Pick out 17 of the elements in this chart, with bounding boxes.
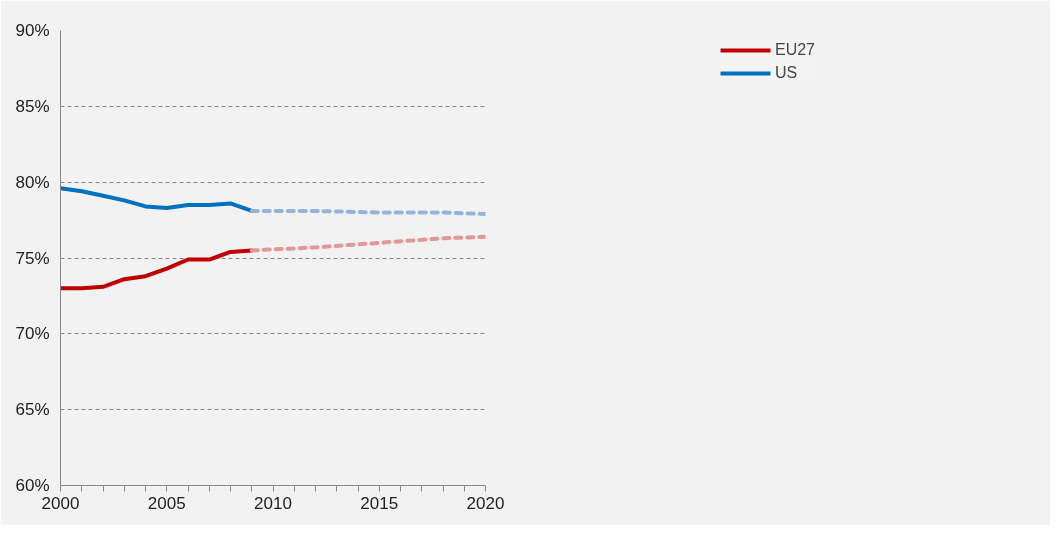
x-tick-label: 2000 [41,493,80,513]
y-tick-label: 85% [15,96,50,116]
y-tick-label: 80% [15,172,50,192]
y-tick-label: 60% [15,476,50,495]
x-tick-label: 2005 [147,493,186,513]
line-series [60,186,254,213]
line-series [249,234,486,253]
y-tick-label: 70% [15,324,50,344]
y-tick-label: 65% [15,400,50,420]
x-tick-label: 2015 [360,493,399,513]
legend-label: EU27 [774,41,816,59]
y-tick-label: 90% [15,21,50,40]
x-tick-label: 2010 [254,493,292,513]
y-tick-label: 75% [15,248,50,268]
x-tick-label: 2020 [466,493,505,513]
legend-label: US [774,64,798,82]
line-series [60,248,254,291]
